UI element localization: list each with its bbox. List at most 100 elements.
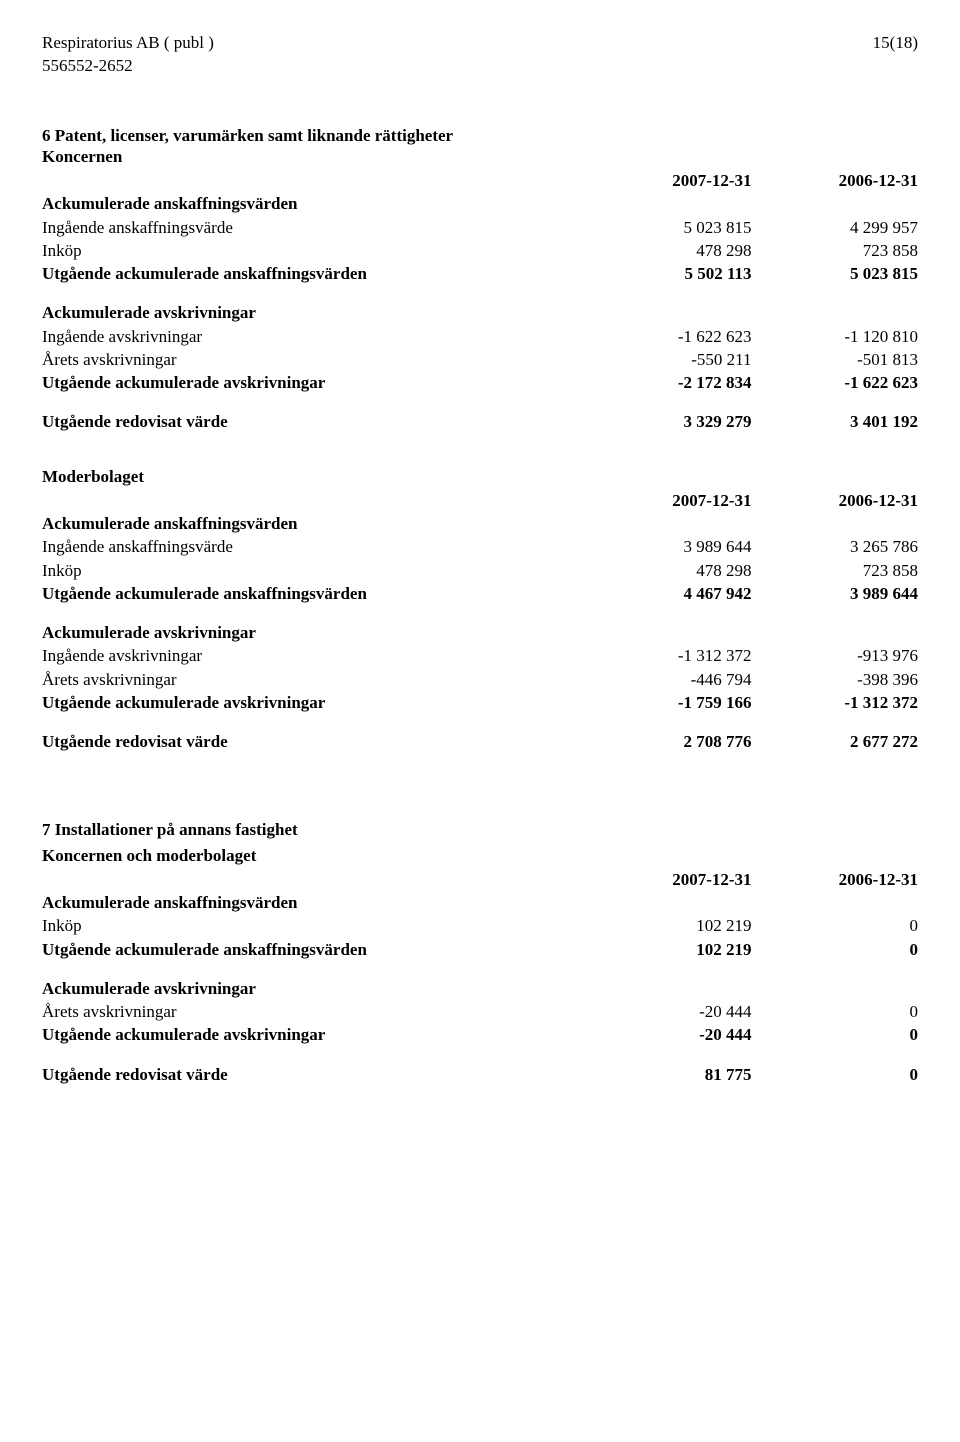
block-heading: Ackumulerade avskrivningar — [42, 621, 585, 644]
row-value: 723 858 — [752, 559, 918, 582]
row-value: 102 219 — [585, 938, 751, 961]
row-value: 4 299 957 — [752, 216, 918, 239]
row-value: -2 172 834 — [585, 371, 751, 394]
row-value: -1 759 166 — [585, 691, 751, 714]
row-value: -501 813 — [752, 348, 918, 371]
section-title: 6 Patent, licenser, varumärken samt likn… — [42, 125, 918, 146]
row-value: -550 211 — [585, 348, 751, 371]
empty-cell — [752, 512, 918, 535]
page-header: Respiratorius AB ( publ ) 15(18) — [42, 32, 918, 53]
row-label: Utgående ackumulerade anskaffningsvärden — [42, 582, 585, 605]
row-label: Utgående ackumulerade avskrivningar — [42, 1023, 585, 1046]
row-value: -1 622 623 — [585, 325, 751, 348]
row-value: 0 — [752, 1023, 918, 1046]
financial-table: 2007-12-312006-12-31Ackumulerade anskaff… — [42, 489, 918, 754]
block-heading: Ackumulerade anskaffningsvärden — [42, 512, 585, 535]
row-value: 3 989 644 — [585, 535, 751, 558]
col-header-date: 2007-12-31 — [585, 868, 751, 891]
total-value: 3 401 192 — [752, 410, 918, 433]
total-value: 81 775 — [585, 1063, 751, 1086]
total-value: 2 677 272 — [752, 730, 918, 753]
row-value: 478 298 — [585, 239, 751, 262]
row-label: Utgående ackumulerade anskaffningsvärden — [42, 262, 585, 285]
table-row: Ingående anskaffningsvärde5 023 8154 299… — [42, 216, 918, 239]
empty-cell — [752, 891, 918, 914]
row-label: Inköp — [42, 914, 585, 937]
block-heading: Ackumulerade anskaffningsvärden — [42, 192, 585, 215]
row-value: 5 023 815 — [752, 262, 918, 285]
total-label: Utgående redovisat värde — [42, 730, 585, 753]
block-heading: Ackumulerade avskrivningar — [42, 977, 585, 1000]
table-row: Utgående ackumulerade avskrivningar-20 4… — [42, 1023, 918, 1046]
table-row: Ingående avskrivningar-1 622 623-1 120 8… — [42, 325, 918, 348]
table-row: Ingående anskaffningsvärde3 989 6443 265… — [42, 535, 918, 558]
row-value: 4 467 942 — [585, 582, 751, 605]
row-value: 478 298 — [585, 559, 751, 582]
row-value: 5 502 113 — [585, 262, 751, 285]
table-row: Årets avskrivningar-550 211-501 813 — [42, 348, 918, 371]
empty-cell — [585, 192, 751, 215]
table-row: Utgående ackumulerade anskaffningsvärden… — [42, 262, 918, 285]
table-row: Årets avskrivningar-446 794-398 396 — [42, 668, 918, 691]
financial-table: 2007-12-312006-12-31 Ackumulerade anskaff… — [42, 169, 918, 434]
row-value: -1 622 623 — [752, 371, 918, 394]
empty-cell — [752, 621, 918, 644]
table-row: Utgående ackumulerade avskrivningar-2 17… — [42, 371, 918, 394]
row-value: -1 312 372 — [752, 691, 918, 714]
col-header-empty — [42, 489, 585, 512]
row-label: Årets avskrivningar — [42, 1000, 585, 1023]
empty-cell — [585, 977, 751, 1000]
org-number: 556552-2652 — [42, 55, 918, 76]
financial-table: 2007-12-312006-12-31 Ackumulerade anskaff… — [42, 868, 918, 1086]
table-row: Inköp102 2190 — [42, 914, 918, 937]
col-header-date: 2007-12-31 — [585, 489, 751, 512]
col-header-empty — [42, 169, 585, 192]
block-heading: Ackumulerade anskaffningsvärden — [42, 891, 585, 914]
row-value: -913 976 — [752, 644, 918, 667]
total-value: 2 708 776 — [585, 730, 751, 753]
row-value: 3 265 786 — [752, 535, 918, 558]
table-row: Inköp478 298723 858 — [42, 239, 918, 262]
col-header-date: 2006-12-31 — [752, 868, 918, 891]
row-label: Inköp — [42, 559, 585, 582]
company-name: Respiratorius AB ( publ ) — [42, 32, 214, 53]
empty-cell — [585, 512, 751, 535]
spacer — [42, 394, 918, 410]
block-heading: Ackumulerade avskrivningar — [42, 301, 585, 324]
table-row: Utgående ackumulerade avskrivningar-1 75… — [42, 691, 918, 714]
table-row: Inköp478 298723 858 — [42, 559, 918, 582]
spacer — [42, 605, 918, 621]
total-label: Utgående redovisat värde — [42, 1063, 585, 1086]
empty-cell — [585, 891, 751, 914]
row-label: Ingående anskaffningsvärde — [42, 535, 585, 558]
row-value: 723 858 — [752, 239, 918, 262]
row-value: -1 120 810 — [752, 325, 918, 348]
table-row: Utgående ackumulerade anskaffningsvärden… — [42, 938, 918, 961]
row-value: 0 — [752, 914, 918, 937]
col-header-date: 2006-12-31 — [752, 169, 918, 192]
unit-label: Koncernen — [42, 146, 918, 167]
section-title: 7 Installationer på annans fastighet — [42, 819, 918, 840]
row-value: 102 219 — [585, 914, 751, 937]
empty-cell — [752, 977, 918, 1000]
row-label: Inköp — [42, 239, 585, 262]
spacer — [42, 285, 918, 301]
group-spacer — [42, 434, 918, 462]
sections-container: 6 Patent, licenser, varumärken samt likn… — [42, 125, 918, 1134]
row-label: Ingående anskaffningsvärde — [42, 216, 585, 239]
spacer — [42, 1047, 918, 1063]
empty-cell — [585, 301, 751, 324]
row-value: -20 444 — [585, 1000, 751, 1023]
row-label: Ingående avskrivningar — [42, 325, 585, 348]
row-label: Utgående ackumulerade anskaffningsvärden — [42, 938, 585, 961]
row-label: Årets avskrivningar — [42, 668, 585, 691]
total-label: Utgående redovisat värde — [42, 410, 585, 433]
col-header-date: 2007-12-31 — [585, 169, 751, 192]
empty-cell — [752, 192, 918, 215]
empty-cell — [585, 621, 751, 644]
empty-cell — [752, 301, 918, 324]
table-row: Ingående avskrivningar-1 312 372-913 976 — [42, 644, 918, 667]
unit-label: Koncernen och moderbolaget — [42, 845, 918, 866]
row-value: 5 023 815 — [585, 216, 751, 239]
row-value: 0 — [752, 938, 918, 961]
